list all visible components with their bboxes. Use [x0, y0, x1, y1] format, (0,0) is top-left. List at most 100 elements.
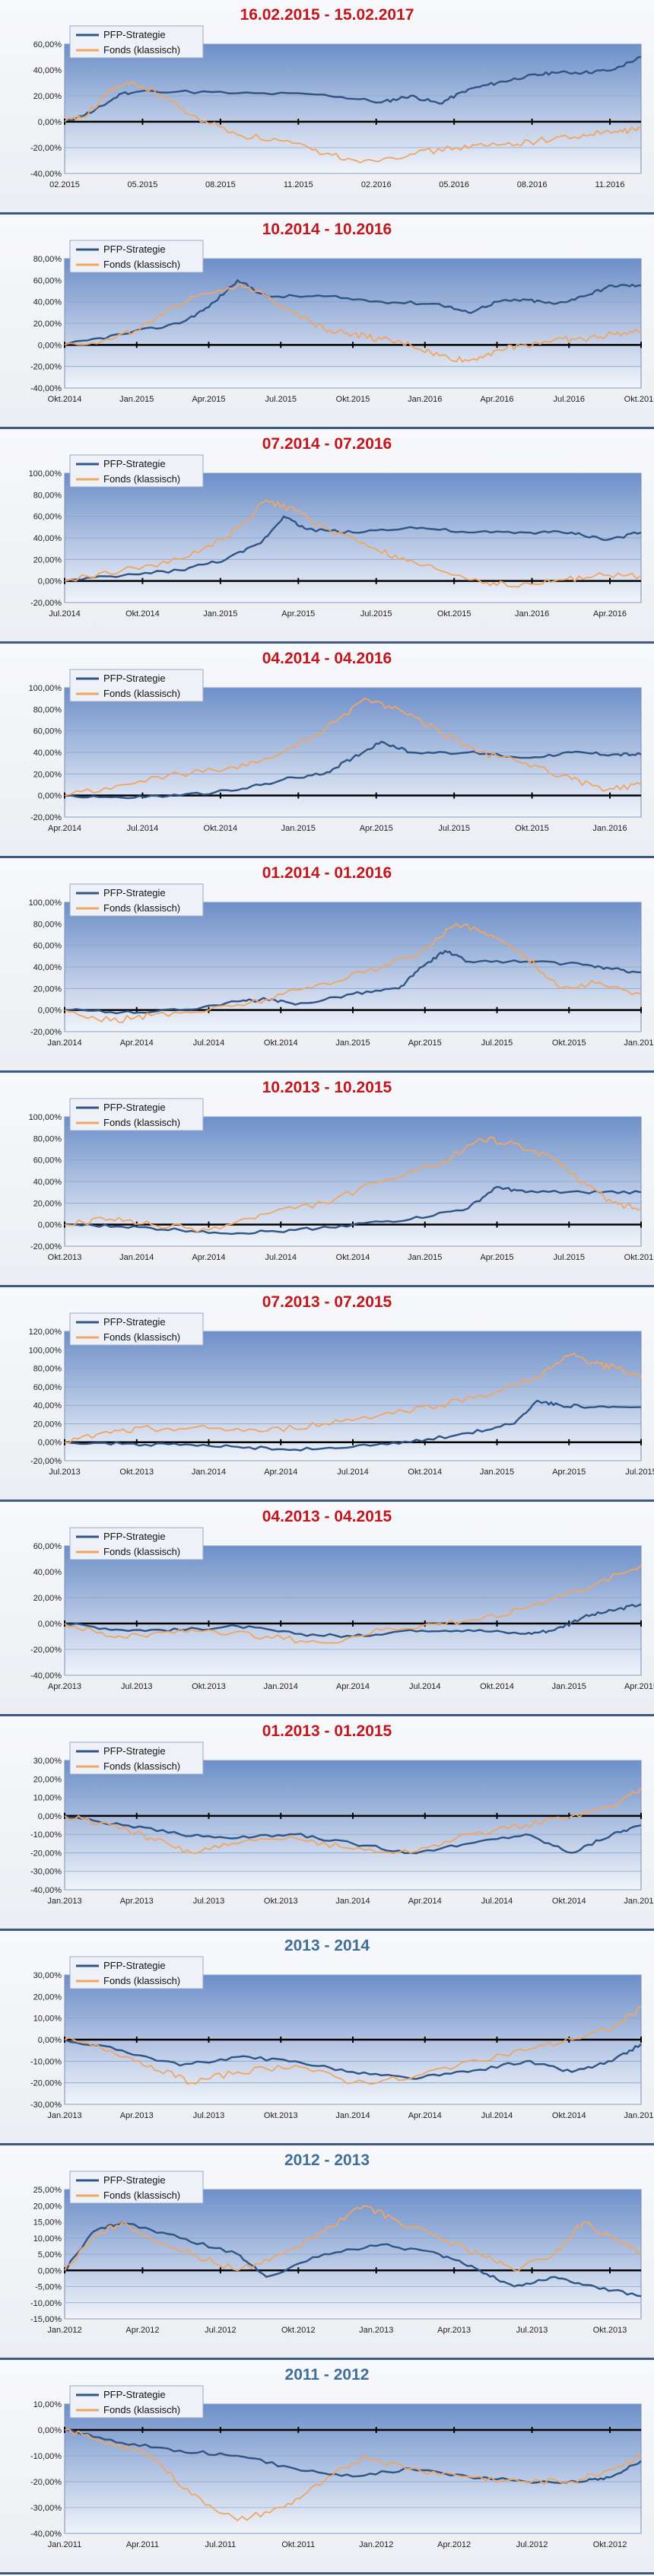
x-tick-label: 02.2015: [49, 180, 80, 189]
chart-title: 2012 - 2013: [284, 2151, 370, 2169]
chart-title: 10.2013 - 10.2015: [262, 1079, 392, 1096]
y-tick-label: 80,00%: [33, 255, 62, 264]
y-tick-label: -20,00%: [30, 2079, 62, 2088]
y-tick-label: 20,00%: [33, 1992, 62, 2002]
x-tick-label: Apr.2015: [360, 824, 393, 833]
legend-label-pfp: PFP-Strategie: [103, 1745, 166, 1757]
x-tick-label: Okt.2011: [281, 2540, 315, 2549]
y-tick-label: 60,00%: [33, 1156, 62, 1166]
x-tick-label: Jul.2014: [409, 1682, 441, 1691]
x-tick-label: Jul.2013: [193, 1897, 225, 1906]
chart-title: 04.2014 - 04.2016: [262, 650, 392, 667]
x-tick-label: Apr.2011: [126, 2540, 159, 2549]
fonds-klassisch-line: [64, 1353, 642, 1444]
y-tick-label: -20,00%: [30, 1457, 62, 1466]
legend-label-fonds: Fonds (klassisch): [103, 2190, 180, 2201]
y-tick-label: -20,00%: [30, 2478, 62, 2487]
y-tick-label: 60,00%: [33, 942, 62, 951]
x-tick-label: Jul.2014: [193, 1038, 225, 1048]
legend-box: [69, 1527, 204, 1560]
x-tick-label: 05.2015: [128, 180, 158, 189]
x-tick-label: Jan.2014: [264, 1682, 298, 1691]
legend-label-fonds: Fonds (klassisch): [103, 44, 180, 56]
x-tick-label: Jul.2015: [360, 609, 392, 619]
legend: PFP-Strategie Fonds (klassisch): [69, 2385, 204, 2419]
legend: PFP-Strategie Fonds (klassisch): [69, 1741, 204, 1775]
y-tick-label: 40,00%: [33, 534, 62, 543]
x-tick-label: Jul.2014: [481, 1897, 513, 1906]
fonds-klassisch-line: [64, 81, 642, 164]
plot-area: [64, 1760, 642, 1891]
x-tick-label: Jan.2015: [552, 1682, 586, 1691]
y-tick-label: 20,00%: [33, 2202, 62, 2211]
y-tick-label: 60,00%: [33, 513, 62, 522]
y-tick-label: -10,00%: [30, 1830, 62, 1840]
y-tick-label: -40,00%: [30, 2530, 62, 2539]
x-tick-label: Jan.2016: [408, 395, 442, 404]
y-tick-label: 20,00%: [33, 92, 62, 101]
legend-label-pfp: PFP-Strategie: [103, 243, 166, 255]
x-tick-label: Jul.2014: [337, 1468, 369, 1477]
pfp-strategie-line: [64, 279, 642, 346]
plot-area: [64, 1545, 642, 1676]
y-tick-label: 20,00%: [33, 984, 62, 994]
chart-svg: 100,00% 80,00% 60,00% 40,00% 20,00% 0,00% -20,…: [29, 1098, 654, 1262]
legend: PFP-Strategie Fonds (klassisch): [69, 1312, 204, 1346]
y-tick-label: 100,00%: [29, 1346, 62, 1355]
x-tick-label: Jan.2013: [47, 2111, 81, 2120]
x-tick-label: Jan.2014: [47, 1038, 81, 1048]
x-tick-label: Okt.2015: [515, 824, 549, 833]
legend-label-pfp: PFP-Strategie: [103, 458, 166, 469]
x-tick-label: Apr.2014: [408, 2111, 442, 2120]
y-tick-label: 20,00%: [33, 320, 62, 329]
y-tick-label: 120,00%: [29, 1328, 62, 1337]
x-tick-label: Jan.2015: [335, 1038, 370, 1048]
y-tick-label: 0,00%: [38, 577, 62, 587]
legend-box: [69, 1741, 204, 1775]
y-tick-label: 0,00%: [38, 2426, 62, 2435]
y-tick-label: -20,00%: [30, 363, 62, 372]
x-tick-label: Okt.2014: [125, 609, 160, 619]
x-tick-label: Jan.2015: [408, 1253, 442, 1262]
x-tick-label: Apr.2012: [125, 2326, 159, 2335]
x-tick-label: Jul.2014: [127, 824, 159, 833]
x-tick-label: Okt.2014: [408, 1468, 442, 1477]
x-tick-label: Okt.2014: [552, 1897, 586, 1906]
legend-label-pfp: PFP-Strategie: [103, 887, 166, 898]
x-tick-label: Okt.2014: [204, 824, 238, 833]
y-tick-label: 0,00%: [38, 341, 62, 350]
legend: PFP-Strategie Fonds (klassisch): [69, 2171, 204, 2204]
y-tick-label: 0,00%: [38, 1007, 62, 1016]
y-tick-label: 60,00%: [33, 40, 62, 49]
x-tick-label: Jan.2016: [592, 824, 627, 833]
y-tick-label: 20,00%: [33, 555, 62, 564]
x-tick-label: 02.2016: [361, 180, 392, 189]
y-tick-label: 60,00%: [33, 276, 62, 285]
chart-panel: 07.2013 - 07.2015 120,00% 100,00% 80,00% 60,…: [0, 1287, 654, 1502]
x-tick-label: Jan.2015: [624, 1897, 654, 1906]
y-tick-label: 80,00%: [33, 1134, 62, 1143]
y-tick-label: 60,00%: [33, 1383, 62, 1392]
x-tick-label: Jan.2014: [335, 1897, 370, 1906]
legend-label-fonds: Fonds (klassisch): [103, 1975, 180, 1986]
x-tick-label: Okt.2014: [336, 1253, 370, 1262]
fonds-klassisch-line: [64, 2006, 642, 2085]
legend-label-pfp: PFP-Strategie: [103, 29, 166, 40]
x-tick-label: Apr.2014: [336, 1682, 370, 1691]
chart-panel: 2012 - 2013 25,00% 20,00% 15,00% 10,00% 5,00%…: [0, 2145, 654, 2360]
fonds-klassisch-line: [64, 283, 642, 363]
x-tick-label: Jul.2012: [516, 2540, 548, 2549]
x-tick-label: Jan.2012: [359, 2540, 393, 2549]
y-tick-label: 20,00%: [33, 1199, 62, 1208]
x-tick-label: Okt.2015: [624, 1253, 654, 1262]
legend-box: [69, 454, 204, 488]
x-tick-label: 08.2016: [517, 180, 548, 189]
x-tick-label: Okt.2013: [119, 1468, 154, 1477]
chart-svg: 100,00% 80,00% 60,00% 40,00% 20,00% 0,00% -20,…: [29, 883, 654, 1048]
legend-box: [69, 2171, 204, 2204]
legend-label-pfp: PFP-Strategie: [103, 2174, 166, 2186]
x-tick-label: Jan.2016: [515, 609, 549, 619]
legend-label-pfp: PFP-Strategie: [103, 1531, 166, 1542]
fonds-klassisch-line: [64, 698, 642, 797]
